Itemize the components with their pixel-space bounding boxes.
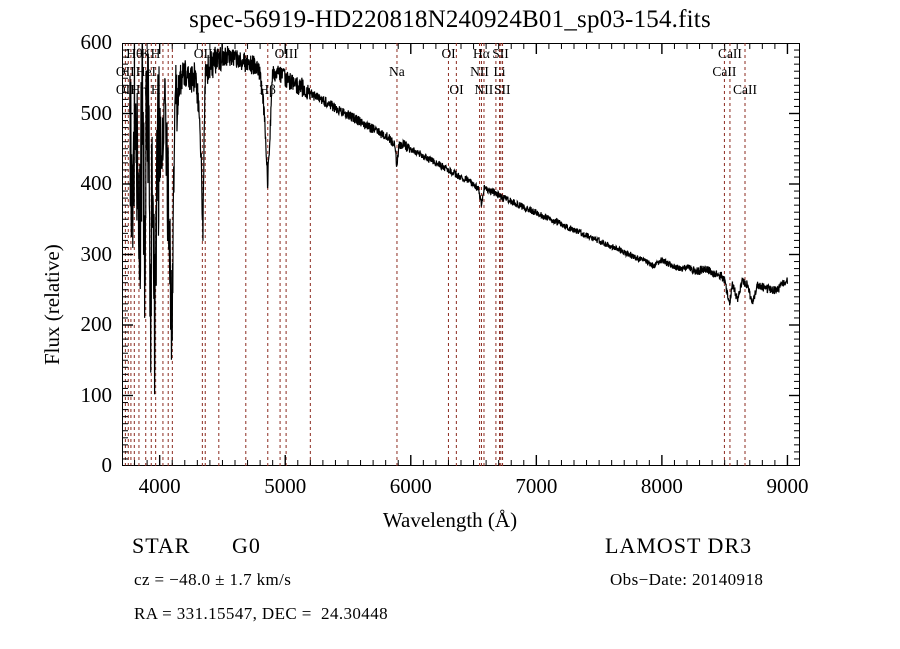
line-label-sii: SII — [494, 82, 511, 97]
y-tick-label: 0 — [101, 453, 113, 477]
x-tick-label: 7000 — [515, 474, 558, 498]
x-axis-title: Wavelength (Å) — [382, 508, 518, 532]
line-label-caii: CaII — [717, 46, 742, 61]
line-label-caii: CaII — [712, 64, 737, 79]
y-tick-label: 600 — [80, 30, 113, 54]
line-label-oii: OII — [115, 64, 135, 79]
line-label-h: Hη — [130, 82, 148, 97]
line-label-oii: OII — [115, 82, 135, 97]
line-label-h: Hα — [472, 46, 490, 61]
redshift-velocity-label: cz = −48.0 ± 1.7 km/s — [134, 570, 292, 589]
line-label-hei: HeI — [135, 64, 156, 79]
y-tick-label: 500 — [80, 100, 113, 125]
line-label-oi: OI — [441, 46, 456, 61]
axis-ticks — [122, 43, 800, 466]
y-tick-label: 100 — [80, 382, 113, 407]
line-label-h: Hθ — [126, 46, 143, 61]
spectral-class-label: G0 — [232, 533, 261, 558]
line-label-h: H — [150, 82, 161, 97]
y-axis-title: Flux (relative) — [40, 244, 64, 365]
x-tick-label: 8000 — [640, 474, 683, 498]
survey-label: LAMOST DR3 — [605, 533, 753, 558]
object-type-label: STAR — [132, 533, 191, 558]
x-tick-label: 4000 — [138, 474, 181, 498]
line-label-li: Li — [493, 64, 506, 79]
spectrum-curve — [129, 43, 789, 395]
line-label-na: Na — [388, 64, 405, 79]
line-label-oi: OI — [449, 82, 464, 97]
line-label-h: H — [150, 46, 161, 61]
page-title: spec-56919-HD220818N240924B01_sp03-154.f… — [189, 6, 711, 33]
line-label-oiii: OIII — [274, 46, 298, 61]
line-label-sii: SII — [492, 46, 509, 61]
emission-line-markers — [124, 43, 746, 466]
x-tick-label: 6000 — [389, 474, 432, 498]
line-label-nii: NII — [470, 64, 489, 79]
line-label-oiii: OIII — [193, 46, 217, 61]
obs-date-label: Obs−Date: 20140918 — [610, 570, 764, 589]
x-tick-label: 9000 — [766, 474, 809, 498]
coordinates-label: RA = 331.15547, DEC = 24.30448 — [134, 604, 389, 623]
line-label-k: K — [140, 46, 151, 61]
line-label-caii: CaII — [733, 82, 757, 97]
line-label-nii: NII — [474, 82, 494, 97]
y-tick-label: 400 — [80, 171, 113, 195]
y-tick-label: 300 — [80, 241, 113, 266]
y-tick-label: 200 — [80, 312, 113, 336]
line-label-h: Hβ — [259, 82, 276, 97]
x-tick-label: 5000 — [264, 474, 307, 498]
spectrum-canvas — [122, 43, 800, 466]
